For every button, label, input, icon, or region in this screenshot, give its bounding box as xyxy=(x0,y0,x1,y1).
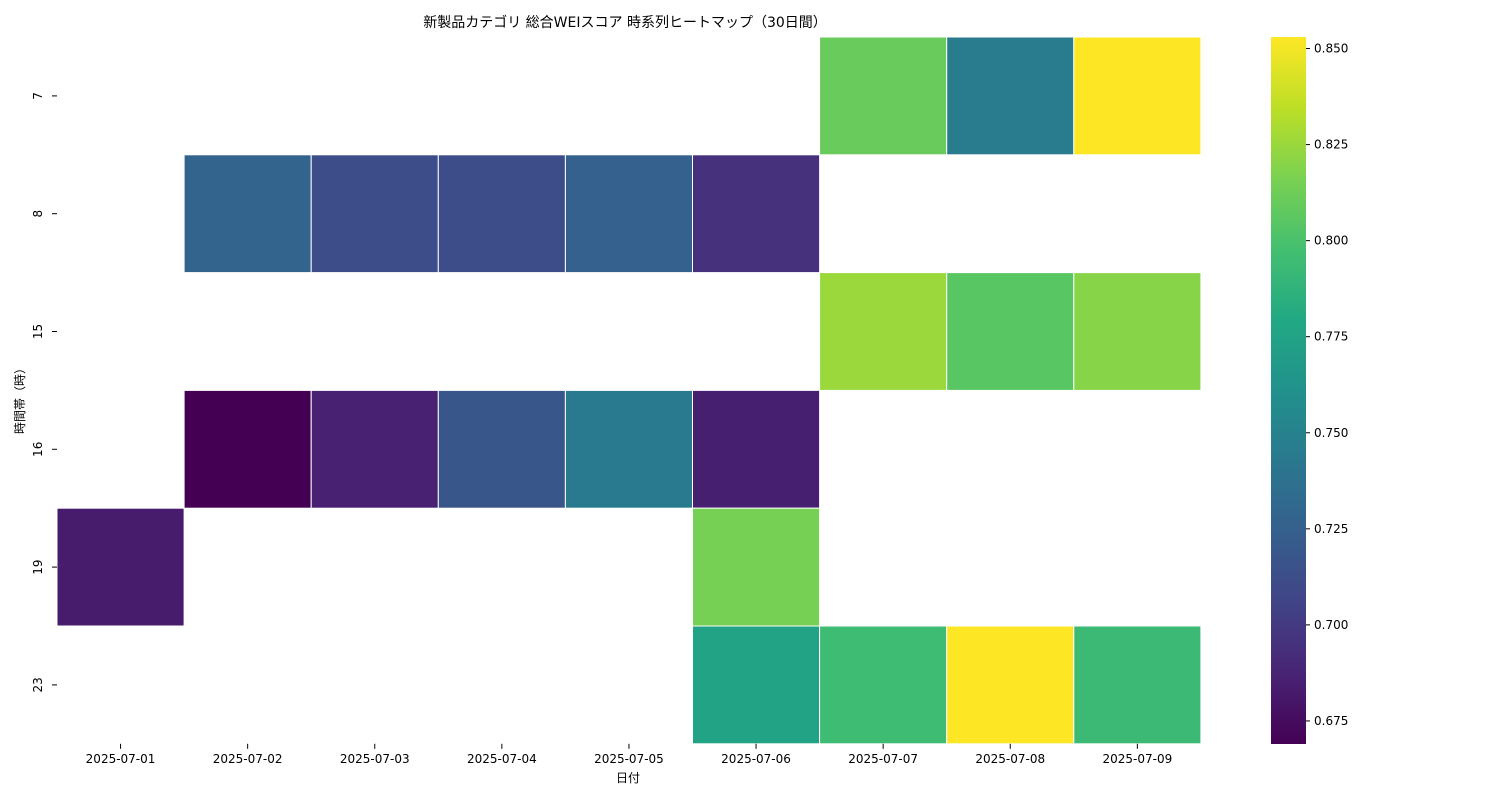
heatmap-cell xyxy=(564,389,694,509)
heatmap-cells xyxy=(56,36,1202,745)
heatmap-cell xyxy=(819,36,948,156)
colorbar-tick-label: 0.700 xyxy=(1314,618,1348,632)
x-tick-label: 2025-07-08 xyxy=(975,752,1045,766)
heatmap-cell xyxy=(692,507,821,627)
chart-title: 新製品カテゴリ 総合WEIスコア 時系列ヒートマップ（30日間） xyxy=(423,14,827,31)
heatmap-cell xyxy=(310,154,439,274)
y-tick-label: 19 xyxy=(31,559,45,574)
colorbar-tick-label: 0.825 xyxy=(1314,138,1348,152)
x-tick-label: 2025-07-01 xyxy=(86,752,156,766)
y-axis-label: 時間帯（時） xyxy=(13,362,27,434)
y-tick-label: 7 xyxy=(31,92,45,100)
colorbar-tick-label: 0.725 xyxy=(1314,522,1348,536)
heatmap-cell xyxy=(692,625,821,745)
heatmap-cell xyxy=(437,389,566,509)
heatmap-cell xyxy=(564,154,694,274)
heatmap-cell xyxy=(183,389,312,509)
colorbar-tick-label: 0.750 xyxy=(1314,426,1348,440)
heatmap-cell xyxy=(437,154,566,274)
heatmap-cell xyxy=(183,154,312,274)
heatmap-cell xyxy=(946,625,1075,745)
heatmap-cell xyxy=(310,389,439,509)
x-tick-label: 2025-07-05 xyxy=(594,752,664,766)
heatmap-cell xyxy=(56,507,185,627)
y-tick-label: 15 xyxy=(31,324,45,339)
heatmap-cell xyxy=(946,272,1075,391)
heatmap-cell xyxy=(1073,625,1202,745)
x-tick-label: 2025-07-09 xyxy=(1102,752,1172,766)
heatmap-cell xyxy=(1073,36,1202,156)
x-tick-label: 2025-07-02 xyxy=(213,752,283,766)
colorbar-tick-label: 0.675 xyxy=(1314,714,1348,728)
heatmap-cell xyxy=(692,389,821,509)
heatmap-cell xyxy=(819,625,948,745)
x-tick-label: 2025-07-06 xyxy=(721,752,791,766)
heatmap-cell xyxy=(1073,272,1202,391)
heatmap-cell xyxy=(946,36,1075,156)
x-tick-label: 2025-07-07 xyxy=(848,752,918,766)
y-tick-label: 16 xyxy=(31,442,45,457)
y-axis-ticks: 7 8 15 16 19 23 xyxy=(31,92,57,693)
y-tick-label: 23 xyxy=(31,677,45,692)
y-tick-label: 8 xyxy=(31,210,45,218)
colorbar-tick-label: 0.775 xyxy=(1314,330,1348,344)
colorbar-tick-label: 0.850 xyxy=(1314,42,1348,56)
x-axis-label: 日付 xyxy=(616,771,640,785)
x-axis-ticks: 2025-07-01 2025-07-02 2025-07-03 2025-07-04… xyxy=(86,743,1172,766)
colorbar-tick-label: 0.800 xyxy=(1314,234,1348,248)
colorbar: 0.675 0.700 0.725 0.750 0.775 0.800 0.825 0.850 xyxy=(1271,37,1348,744)
heatmap-cell xyxy=(692,154,821,274)
x-tick-label: 2025-07-04 xyxy=(467,752,537,766)
heatmap-cell xyxy=(819,272,948,391)
colorbar-gradient xyxy=(1271,37,1306,744)
x-tick-label: 2025-07-03 xyxy=(340,752,410,766)
